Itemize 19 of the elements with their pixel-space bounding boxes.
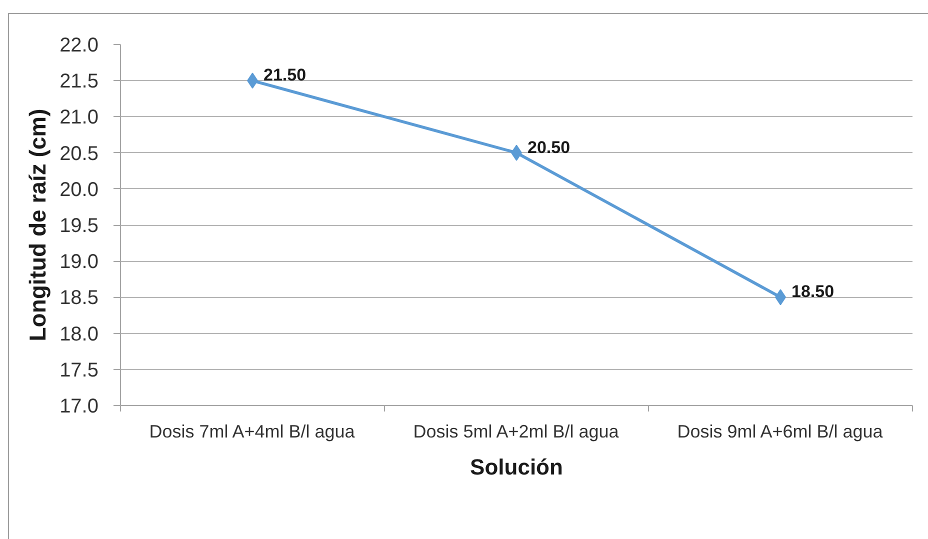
y-tick-label: 17.0 (60, 396, 99, 418)
x-tick-label: Dosis 9ml A+6ml B/l agua (677, 422, 884, 442)
y-tick-label: 21.5 (60, 70, 99, 93)
y-tick-label: 20.0 (60, 178, 99, 201)
y-tick-label: 18.0 (60, 323, 99, 346)
data-label: 20.50 (528, 138, 570, 157)
y-tick-label: 17.5 (60, 359, 99, 382)
y-tick-label: 20.5 (60, 142, 99, 165)
x-axis-title: Solución (470, 454, 563, 480)
data-label: 18.50 (792, 282, 834, 302)
y-axis-title: Longitud de raíz (cm) (24, 108, 51, 342)
y-tick-label: 22.0 (60, 34, 99, 56)
y-tick-label: 18.5 (60, 287, 99, 310)
x-tick-label: Dosis 5ml A+2ml B/l agua (413, 422, 620, 442)
y-tick-label: 19.5 (60, 215, 99, 237)
y-tick-label: 21.0 (60, 106, 99, 129)
x-tick-label: Dosis 7ml A+4ml B/l agua (149, 422, 356, 442)
y-tick-label: 19.0 (60, 251, 99, 274)
data-label: 21.50 (264, 66, 306, 85)
